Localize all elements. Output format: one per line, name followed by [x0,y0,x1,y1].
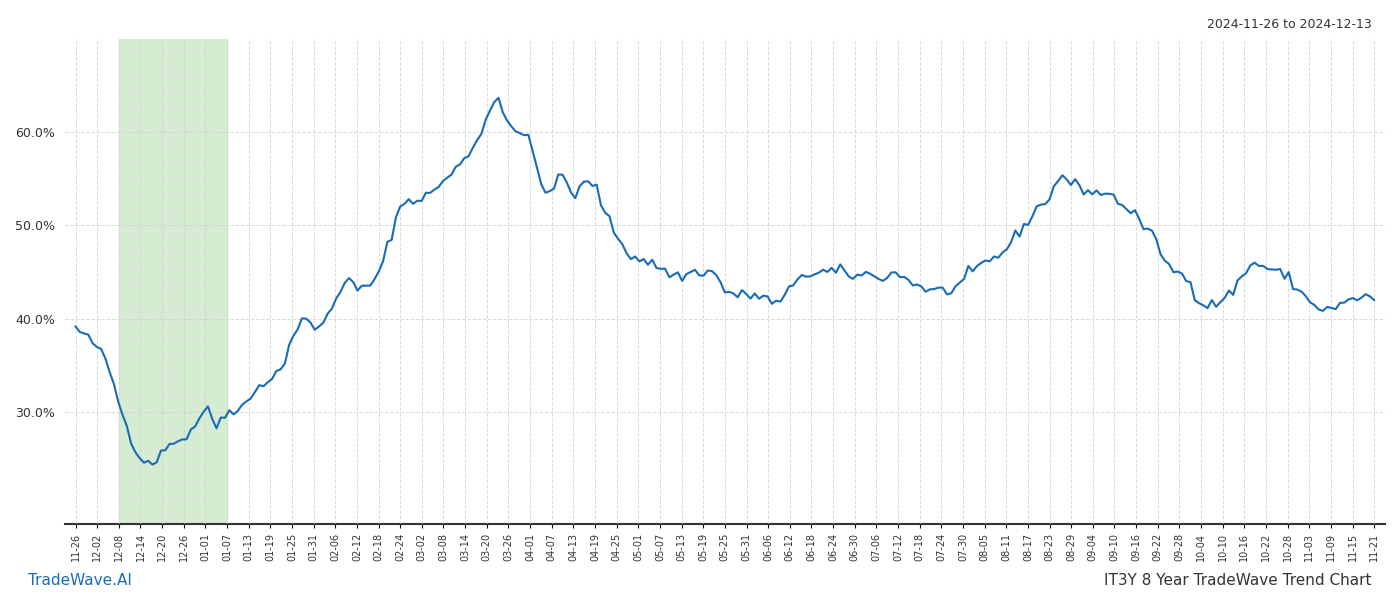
Text: IT3Y 8 Year TradeWave Trend Chart: IT3Y 8 Year TradeWave Trend Chart [1105,573,1372,588]
Text: TradeWave.AI: TradeWave.AI [28,573,132,588]
Text: 2024-11-26 to 2024-12-13: 2024-11-26 to 2024-12-13 [1207,18,1372,31]
Bar [119,39,227,524]
